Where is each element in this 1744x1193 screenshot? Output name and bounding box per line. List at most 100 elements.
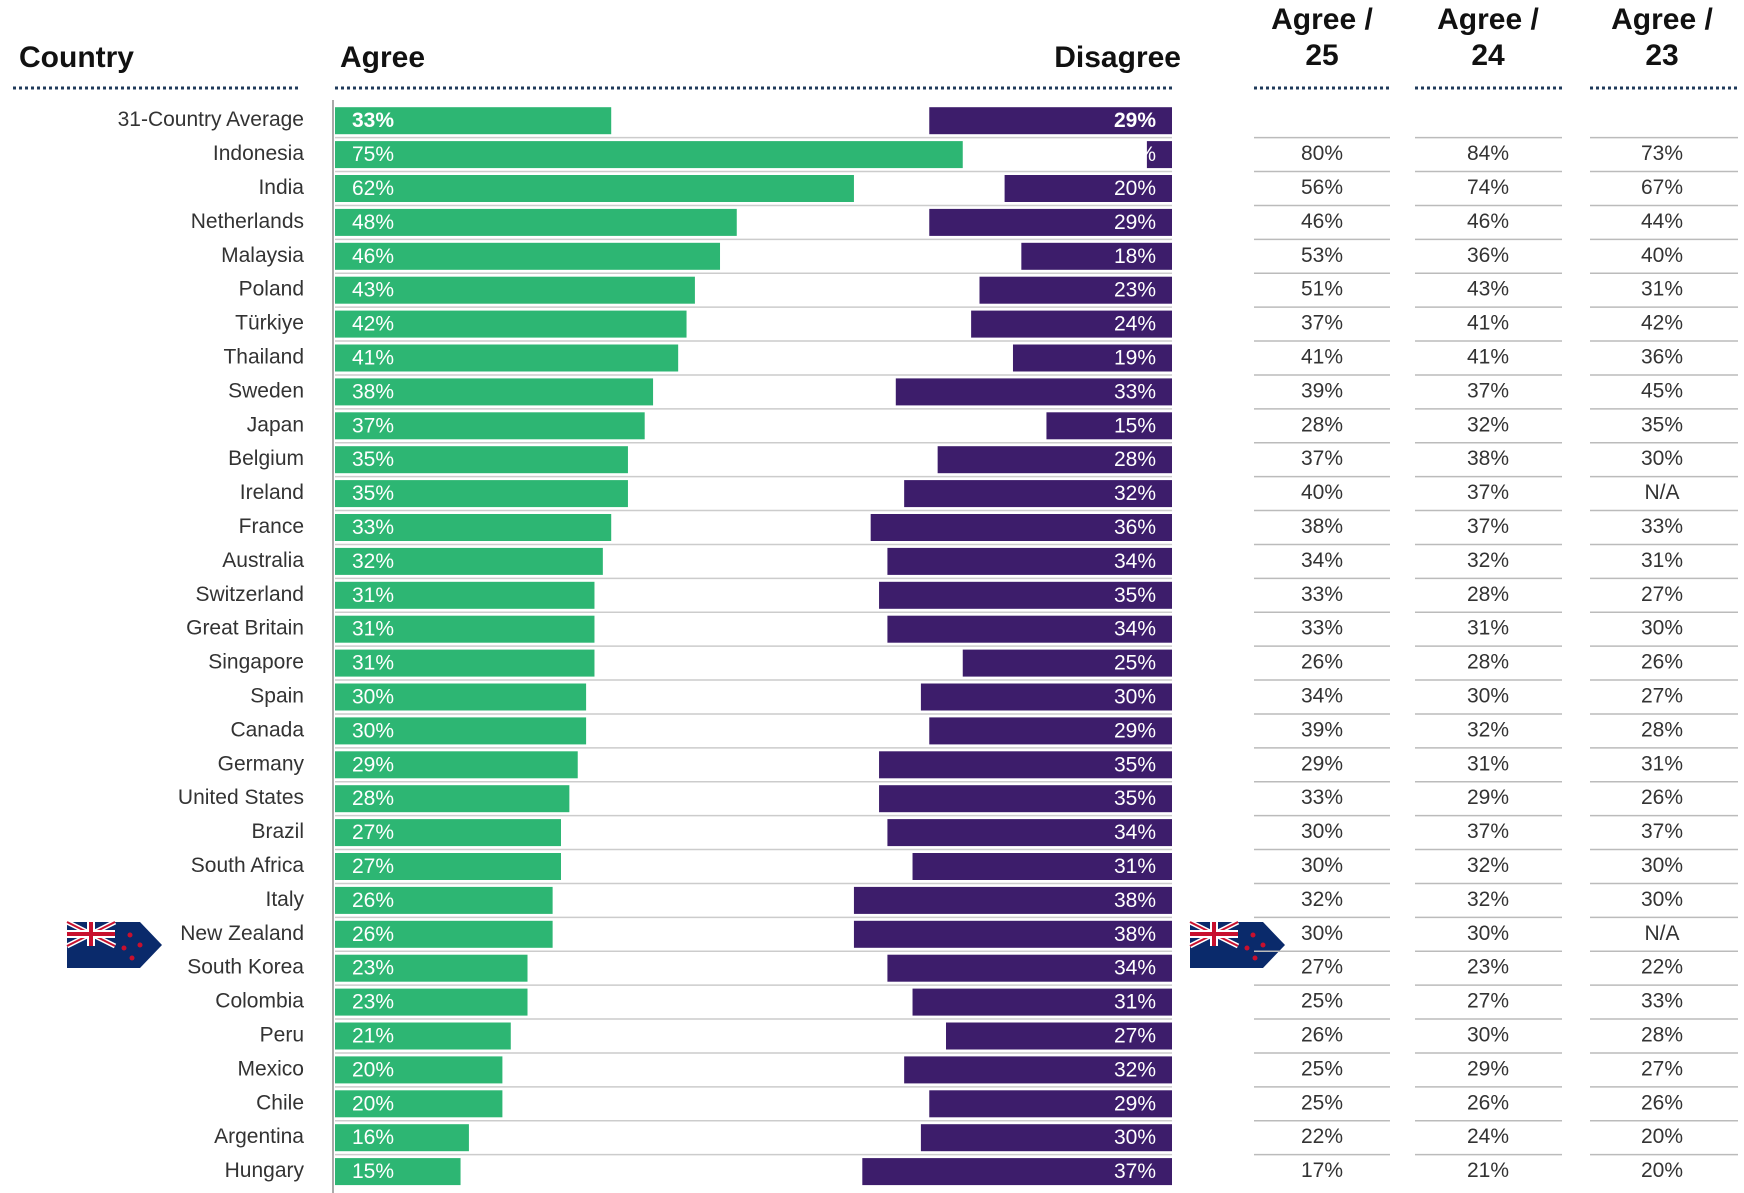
column-header: Country — [19, 41, 134, 74]
table-cell: 30% — [1641, 888, 1683, 911]
table-cell: 28% — [1641, 718, 1683, 741]
table-cell: 51% — [1301, 278, 1343, 301]
bar — [335, 751, 578, 779]
bar-value-label: 48% — [352, 211, 394, 234]
category-label: South Korea — [187, 956, 304, 979]
bar-value-label: 35% — [1114, 584, 1156, 607]
bar — [937, 446, 1172, 474]
bar — [904, 480, 1172, 508]
bar — [971, 310, 1172, 338]
bar-value-label: 32% — [352, 550, 394, 573]
bar-value-label: 16% — [352, 1126, 394, 1149]
category-label: Thailand — [223, 346, 304, 369]
bar — [335, 310, 687, 338]
table-cell: 35% — [1641, 413, 1683, 436]
bar — [920, 683, 1172, 711]
table-cell: N/A — [1644, 922, 1679, 945]
bar — [887, 615, 1172, 643]
category-label: 31-Country Average — [118, 108, 304, 131]
category-label: India — [258, 176, 304, 199]
table-cell: 30% — [1301, 922, 1343, 945]
bar-value-label: 30% — [352, 686, 394, 709]
bar — [335, 785, 570, 813]
category-label: Chile — [256, 1091, 304, 1114]
category-label: Brazil — [251, 820, 304, 843]
bar — [335, 615, 595, 643]
table-cell: 30% — [1467, 922, 1509, 945]
bar-value-label: 32% — [1114, 482, 1156, 505]
table-cell: 23% — [1467, 956, 1509, 979]
bar — [335, 1056, 503, 1084]
category-label: Japan — [247, 413, 304, 436]
table-cell: 32% — [1467, 549, 1509, 572]
bar — [887, 819, 1172, 847]
table-cell: 25% — [1301, 1057, 1343, 1080]
bar — [335, 547, 603, 575]
table-cell: 29% — [1301, 752, 1343, 775]
table-cell: 25% — [1301, 1091, 1343, 1114]
bar — [929, 208, 1172, 236]
table-cell: 80% — [1301, 142, 1343, 165]
category-label: Colombia — [215, 990, 304, 1013]
bar-value-label: 38% — [1114, 889, 1156, 912]
table-cell: 29% — [1467, 786, 1509, 809]
table-cell: 40% — [1301, 481, 1343, 504]
bar-value-label: 37% — [1114, 1160, 1156, 1183]
bar-value-label: 38% — [1114, 923, 1156, 946]
bar — [335, 819, 561, 847]
category-label: Sweden — [228, 379, 304, 402]
category-label: Indonesia — [213, 142, 304, 165]
bar — [929, 1090, 1172, 1118]
bar-value-label: 38% — [352, 380, 394, 403]
table-cell: 27% — [1641, 685, 1683, 708]
table-cell: 26% — [1301, 1024, 1343, 1047]
category-label: Switzerland — [195, 583, 304, 606]
table-cell: 30% — [1301, 820, 1343, 843]
category-label: Spain — [250, 685, 304, 708]
table-cell: 45% — [1641, 379, 1683, 402]
table-cell: 37% — [1467, 515, 1509, 538]
bar — [335, 141, 963, 169]
bar-value-label: 23% — [1114, 279, 1156, 302]
bar-value-label: 37% — [352, 414, 394, 437]
bar — [1146, 141, 1172, 169]
bar — [335, 107, 612, 135]
bar — [979, 276, 1172, 304]
bar-value-label: 33% — [352, 109, 394, 132]
table-cell: 31% — [1467, 752, 1509, 775]
bar — [335, 514, 612, 541]
bar — [335, 344, 679, 372]
bar — [335, 276, 695, 304]
bar-value-label: 35% — [352, 482, 394, 505]
table-cell: 41% — [1467, 346, 1509, 369]
bar — [335, 1158, 461, 1186]
bar — [1004, 175, 1172, 202]
table-cell: 27% — [1641, 583, 1683, 606]
category-label: New Zealand — [180, 922, 304, 945]
table-cell: 41% — [1301, 346, 1343, 369]
bar — [335, 717, 587, 745]
bar — [946, 1022, 1172, 1050]
table-cell: 42% — [1641, 312, 1683, 335]
bar — [335, 208, 737, 236]
category-label: South Africa — [191, 854, 305, 877]
table-header: Agree / 25 — [1271, 3, 1373, 72]
table-cell: 73% — [1641, 142, 1683, 165]
category-label: Singapore — [208, 651, 304, 674]
bar — [887, 954, 1172, 982]
table-cell: 28% — [1467, 583, 1509, 606]
bar-value-label: 29% — [352, 753, 394, 776]
bar-value-label: 28% — [1114, 448, 1156, 471]
table-cell: 46% — [1301, 210, 1343, 233]
bar-value-label: 31% — [352, 618, 394, 641]
table-cell: 26% — [1301, 651, 1343, 674]
bar — [887, 547, 1172, 575]
table-cell: 33% — [1641, 990, 1683, 1013]
bar-value-label: 30% — [352, 719, 394, 742]
bar — [879, 785, 1172, 813]
bar — [335, 480, 628, 508]
table-cell: 37% — [1301, 447, 1343, 470]
table-cell: 74% — [1467, 176, 1509, 199]
table-cell: 28% — [1641, 1024, 1683, 1047]
table-cell: 26% — [1641, 1091, 1683, 1114]
